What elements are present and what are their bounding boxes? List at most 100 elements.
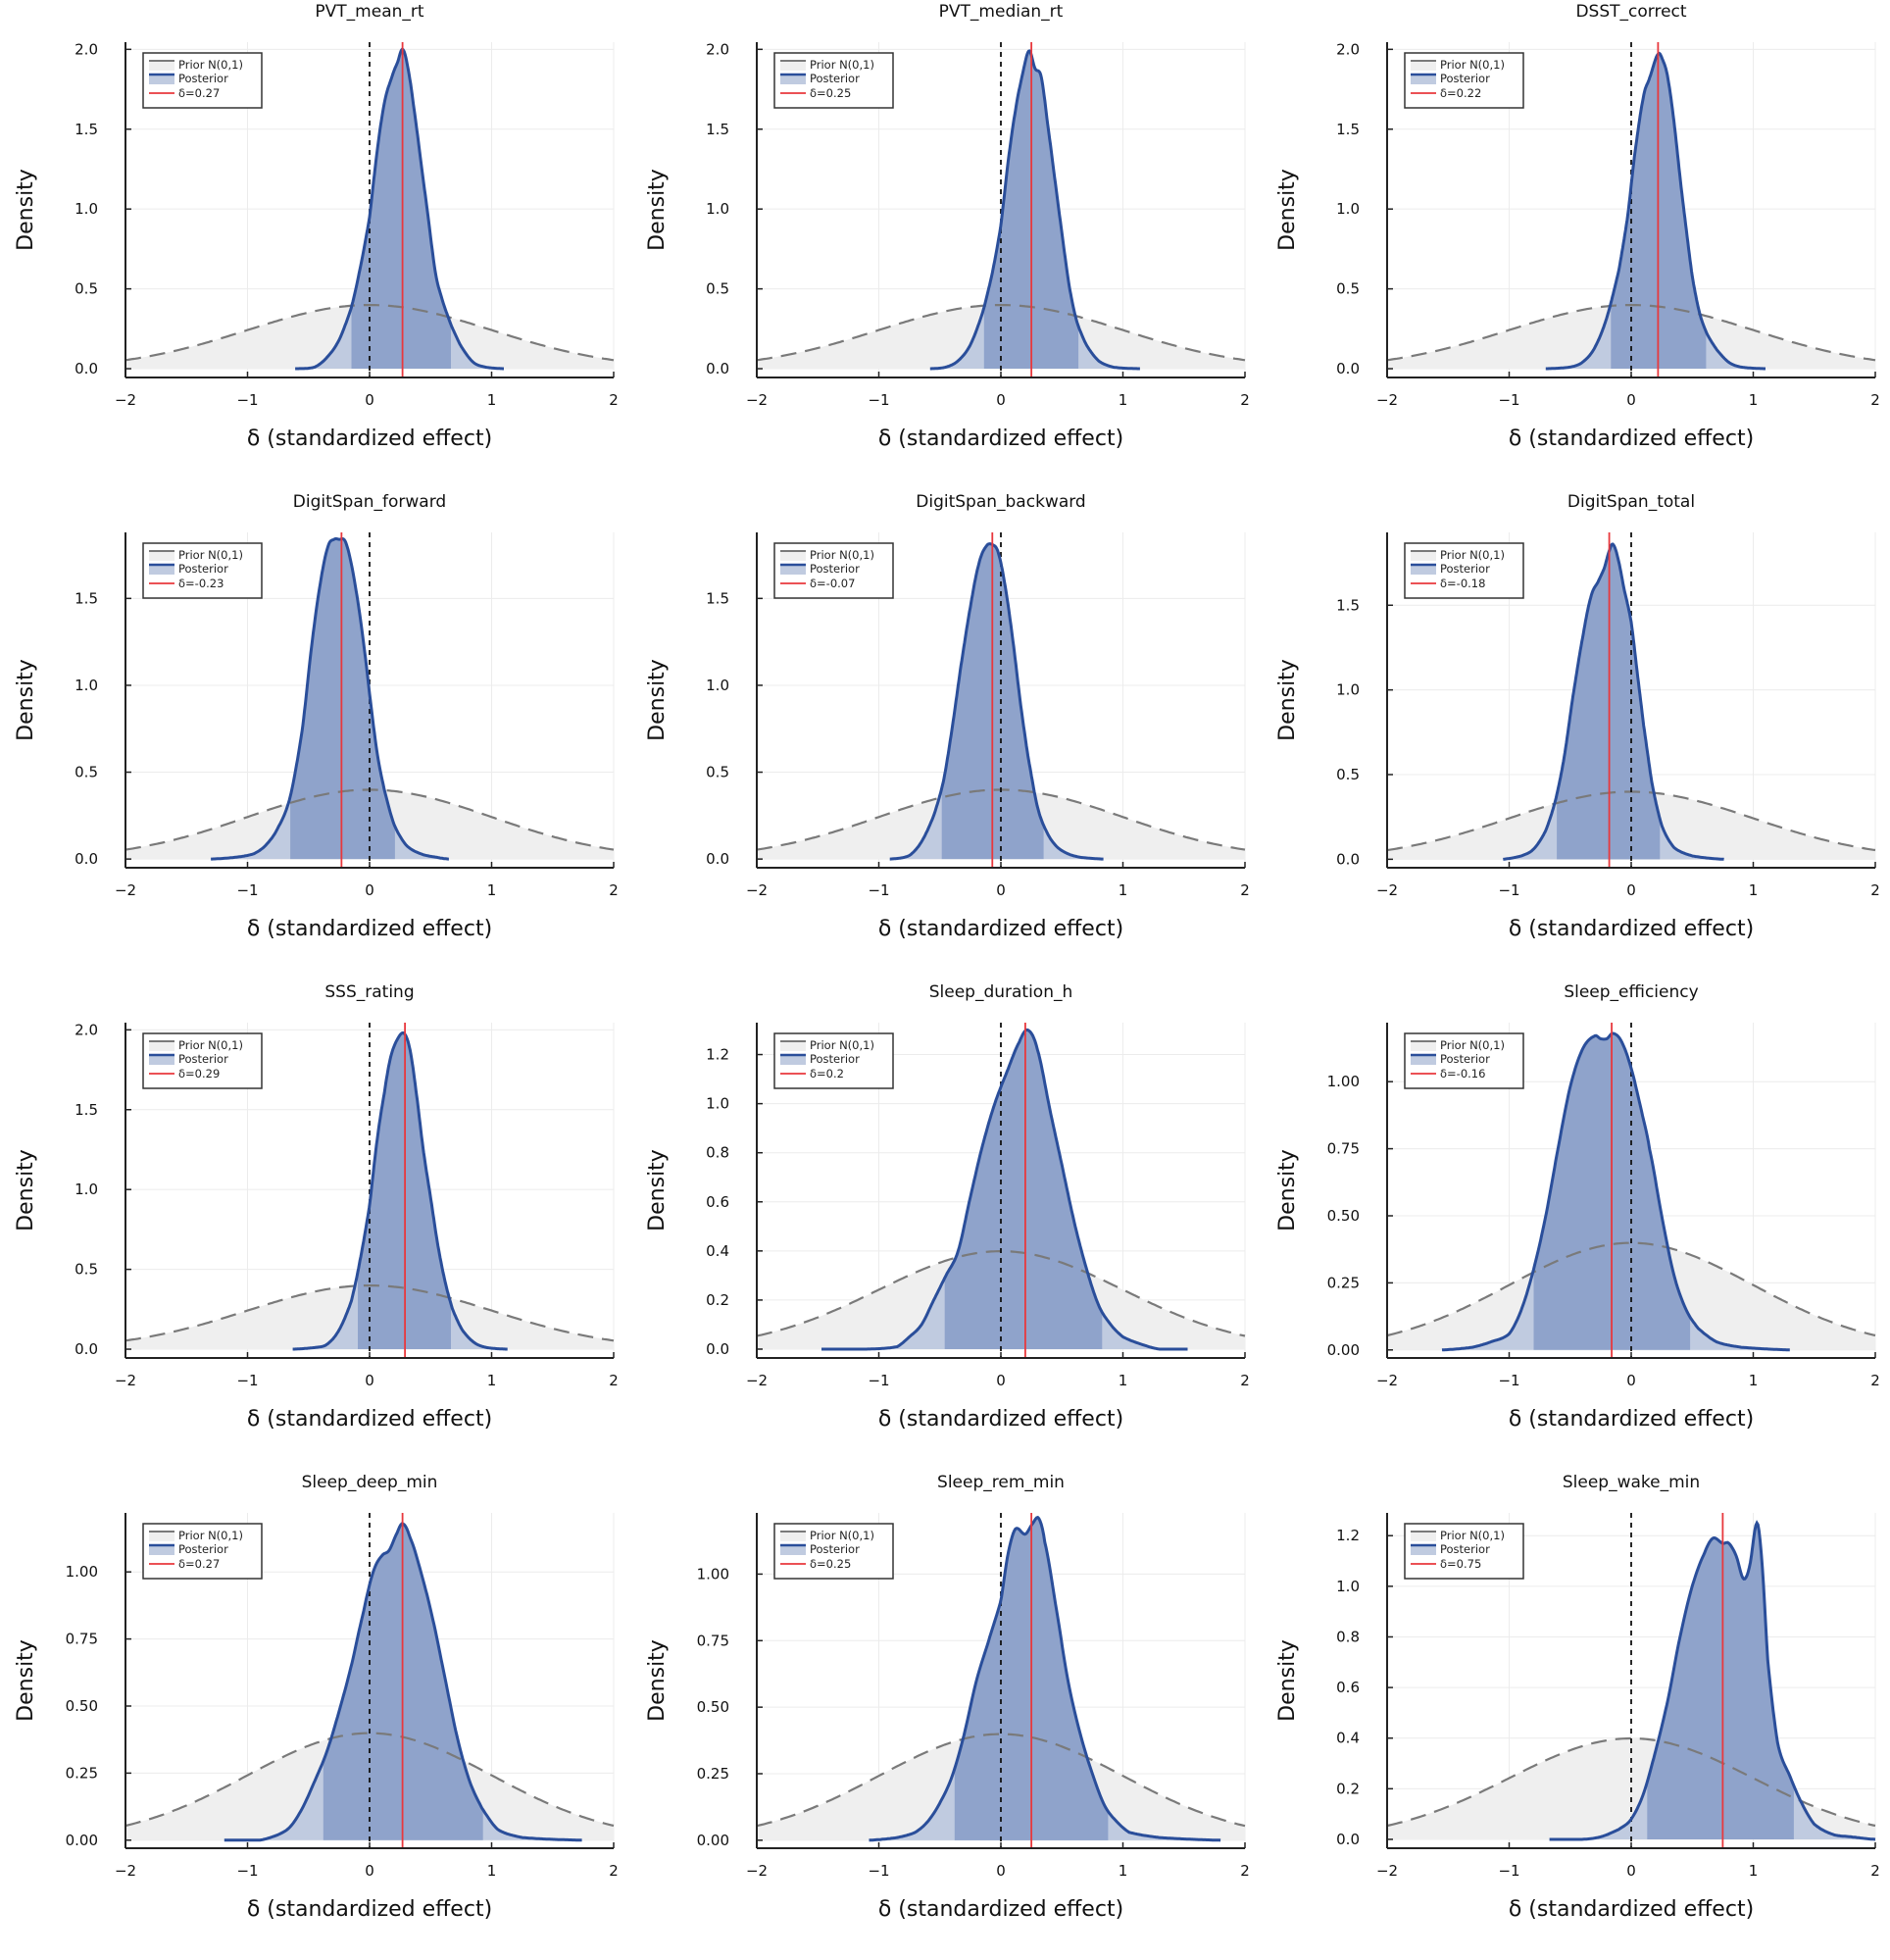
- y-tick-label: 0.5: [1336, 766, 1360, 783]
- posterior-line: [869, 1515, 1221, 1842]
- x-tick-label: 0: [996, 1372, 1006, 1389]
- x-tick-label: 1: [1119, 1372, 1128, 1389]
- y-axis-label: Density: [14, 1149, 38, 1231]
- panel-title: Sleep_efficiency: [1564, 982, 1698, 1002]
- x-tick-label: 0: [1626, 391, 1636, 409]
- x-axis-label: δ (standardized effect): [878, 1407, 1123, 1432]
- y-tick-label: 1.5: [75, 1101, 98, 1119]
- legend-prior-label: Prior N(0,1): [1440, 58, 1505, 72]
- x-tick-label: 2: [1870, 391, 1880, 409]
- y-tick-label: 1.0: [706, 1095, 729, 1113]
- panel-title: DigitSpan_total: [1567, 492, 1695, 512]
- legend-prior-swatch: [1411, 1532, 1436, 1541]
- legend-prior-label: Prior N(0,1): [1440, 1529, 1505, 1542]
- posterior-line: [292, 1030, 508, 1351]
- x-tick-label: 2: [609, 1862, 619, 1880]
- y-tick-label: 1.0: [1336, 200, 1360, 218]
- x-tick-label: 0: [1626, 881, 1636, 899]
- x-tick-label: 0: [1626, 1372, 1636, 1389]
- y-axis-label: Density: [14, 659, 38, 741]
- legend-estimate-label: δ=0.27: [178, 1557, 220, 1571]
- y-tick-label: 1.2: [706, 1046, 729, 1064]
- legend-prior-label: Prior N(0,1): [178, 1529, 243, 1542]
- x-tick-label: 1: [487, 1372, 497, 1389]
- y-axis-label: Density: [1275, 659, 1300, 741]
- legend-prior-label: Prior N(0,1): [810, 1529, 874, 1542]
- legend-prior-label: Prior N(0,1): [178, 1038, 243, 1052]
- prior-line: [1386, 1736, 1876, 1828]
- legend-estimate-label: δ=0.25: [810, 1557, 851, 1571]
- x-tick-label: −1: [868, 881, 889, 899]
- y-tick-label: 1.0: [1336, 1578, 1360, 1595]
- y-tick-label: 1.0: [75, 200, 98, 218]
- y-axis-label: Density: [645, 1639, 670, 1722]
- prior-line: [124, 1732, 615, 1828]
- x-tick-label: 2: [1240, 1372, 1250, 1389]
- posterior-line: [1441, 1031, 1790, 1352]
- y-tick-label: 1.0: [75, 677, 98, 694]
- x-tick-label: 1: [487, 881, 497, 899]
- y-tick-label: 0.4: [1336, 1730, 1360, 1747]
- x-axis-label: δ (standardized effect): [247, 1407, 492, 1432]
- legend-prior-label: Prior N(0,1): [178, 58, 243, 72]
- y-axis-label: Density: [645, 659, 670, 741]
- legend-posterior-label: Posterior: [810, 1052, 860, 1066]
- y-tick-label: 0.8: [1336, 1628, 1360, 1645]
- panel-title: Sleep_duration_h: [929, 982, 1073, 1002]
- y-tick-label: 1.2: [1336, 1527, 1360, 1544]
- x-tick-label: 1: [487, 391, 497, 409]
- x-tick-label: 0: [365, 881, 374, 899]
- x-tick-label: −2: [746, 1862, 768, 1880]
- panel-title: Sleep_deep_min: [302, 1473, 438, 1492]
- y-tick-label: 0.5: [706, 280, 729, 298]
- y-tick-label: 0.0: [1336, 1831, 1360, 1848]
- legend-posterior-label: Posterior: [810, 72, 860, 85]
- x-tick-label: −2: [115, 881, 136, 899]
- x-tick-label: 1: [487, 1862, 497, 1880]
- x-tick-label: −2: [115, 391, 136, 409]
- x-tick-label: 2: [1870, 1372, 1880, 1389]
- panel-title: PVT_mean_rt: [315, 2, 423, 22]
- x-tick-label: 0: [365, 1862, 374, 1880]
- x-axis-label: δ (standardized effect): [878, 917, 1123, 941]
- panel-digitspan-forward: DigitSpan_forward −2 −1 0 1 2 0.0 0.5 1.0 1.5 δ (s…: [14, 492, 619, 941]
- x-tick-label: −2: [1376, 1372, 1398, 1389]
- posterior-line: [295, 47, 504, 371]
- legend-prior-label: Prior N(0,1): [810, 58, 874, 72]
- y-tick-label: 0.5: [75, 1261, 98, 1279]
- y-tick-label: 1.5: [75, 589, 98, 607]
- x-tick-label: 2: [1870, 881, 1880, 899]
- x-tick-label: 0: [1626, 1862, 1636, 1880]
- legend-estimate-label: δ=0.27: [178, 86, 220, 100]
- y-tick-label: 0.75: [697, 1632, 729, 1649]
- panel-dsst-correct: DSST_correct −2 −1 0 1 2 0.0 0.5 1.0 1.5 2.0 δ (sta…: [1275, 2, 1880, 451]
- y-tick-label: 0.6: [1336, 1679, 1360, 1696]
- legend-prior-swatch: [780, 551, 806, 561]
- y-tick-label: 1.5: [1336, 121, 1360, 138]
- legend-estimate-label: δ=-0.07: [810, 577, 855, 590]
- x-axis-label: δ (standardized effect): [247, 917, 492, 941]
- y-tick-label: 1.0: [1336, 681, 1360, 699]
- x-tick-label: 2: [609, 881, 619, 899]
- x-tick-label: 1: [1119, 881, 1128, 899]
- x-tick-label: 2: [1240, 391, 1250, 409]
- legend-posterior-swatch: [780, 565, 806, 575]
- prior-line: [124, 304, 615, 362]
- legend-estimate-label: δ=0.29: [178, 1067, 220, 1081]
- x-tick-label: −1: [1498, 881, 1519, 899]
- legend-posterior-label: Posterior: [810, 562, 860, 576]
- y-tick-label: 0.0: [75, 850, 98, 868]
- legend-estimate-label: δ=0.75: [1440, 1557, 1481, 1571]
- panel-title: PVT_median_rt: [939, 2, 1064, 22]
- x-tick-label: 0: [996, 881, 1006, 899]
- x-tick-label: 1: [1119, 391, 1128, 409]
- y-axis-label: Density: [1275, 1639, 1300, 1722]
- y-tick-label: 0.6: [706, 1193, 729, 1211]
- legend-posterior-swatch: [1411, 1545, 1436, 1555]
- y-tick-label: 0.5: [75, 764, 98, 781]
- panel-title: DigitSpan_backward: [916, 492, 1085, 512]
